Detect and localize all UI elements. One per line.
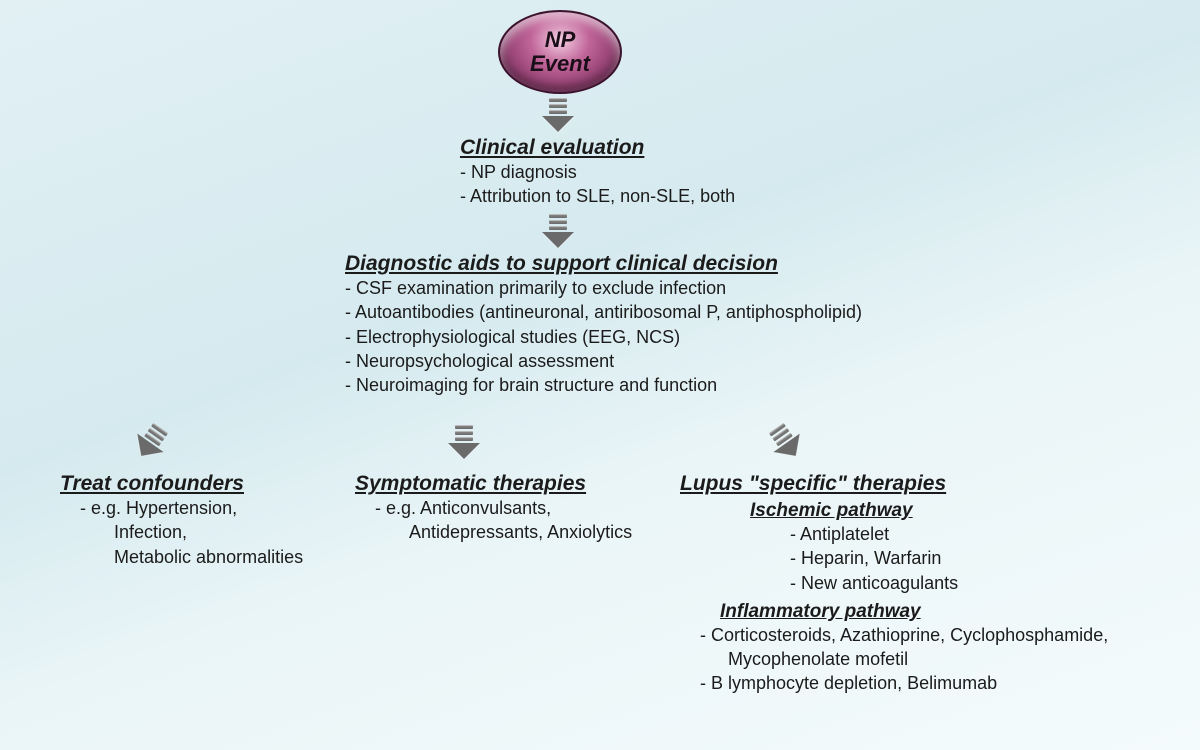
diagnostic-title: Diagnostic aids to support clinical deci… xyxy=(345,252,862,276)
clinical-item: Attribution to SLE, non-SLE, both xyxy=(460,184,735,208)
diagnostic-item: Electrophysiological studies (EEG, NCS) xyxy=(345,325,862,349)
ischemic-item: Heparin, Warfarin xyxy=(790,546,1180,570)
inflammatory-item: Mycophenolate mofetil xyxy=(700,647,1180,671)
confounders-items: e.g. Hypertension, Infection, Metabolic … xyxy=(60,496,340,569)
diagnostic-item: CSF examination primarily to exclude inf… xyxy=(345,276,862,300)
diagnostic-block: Diagnostic aids to support clinical deci… xyxy=(345,252,862,397)
ischemic-item: Antiplatelet xyxy=(790,522,1180,546)
symptomatic-block: Symptomatic therapies e.g. Anticonvulsan… xyxy=(355,472,655,545)
diagram-stage: { "type": "flowchart", "background_gradi… xyxy=(0,0,1200,750)
symptomatic-title: Symptomatic therapies xyxy=(355,472,655,496)
clinical-block: Clinical evaluation NP diagnosis Attribu… xyxy=(460,136,735,209)
arrow-diag-left-icon xyxy=(128,419,174,465)
clinical-item: NP diagnosis xyxy=(460,160,735,184)
inflammatory-item: Corticosteroids, Azathioprine, Cyclophos… xyxy=(700,623,1180,647)
arrow-diag-right-icon xyxy=(763,419,809,465)
symptomatic-items: e.g. Anticonvulsants, Antidepressants, A… xyxy=(355,496,655,545)
confounders-item: Infection, xyxy=(80,520,340,544)
symptomatic-item: e.g. Anticonvulsants, xyxy=(375,496,655,520)
ischemic-items: Antiplatelet Heparin, Warfarin New antic… xyxy=(790,522,1180,595)
ischemic-item: New anticoagulants xyxy=(790,571,1180,595)
diagnostic-item: Neuropsychological assessment xyxy=(345,349,862,373)
lupus-title: Lupus "specific" therapies xyxy=(680,472,1180,496)
inflammatory-items: Corticosteroids, Azathioprine, Cyclophos… xyxy=(700,623,1180,696)
lupus-block: Lupus "specific" therapies Ischemic path… xyxy=(680,472,1180,696)
root-label-2: Event xyxy=(530,52,590,76)
diagnostic-items: CSF examination primarily to exclude inf… xyxy=(345,276,862,397)
confounders-title: Treat confounders xyxy=(60,472,340,496)
arrow-down-icon xyxy=(448,425,480,459)
inflammatory-title: Inflammatory pathway xyxy=(720,601,1180,623)
clinical-title: Clinical evaluation xyxy=(460,136,735,160)
diagnostic-item: Neuroimaging for brain structure and fun… xyxy=(345,373,862,397)
root-label-1: NP xyxy=(545,28,576,52)
root-node: NP Event xyxy=(498,10,622,94)
inflammatory-item: B lymphocyte depletion, Belimumab xyxy=(700,671,1180,695)
confounders-block: Treat confounders e.g. Hypertension, Inf… xyxy=(60,472,340,569)
arrow-down-icon xyxy=(542,214,574,248)
arrow-down-icon xyxy=(542,98,574,132)
clinical-items: NP diagnosis Attribution to SLE, non-SLE… xyxy=(460,160,735,209)
confounders-item: Metabolic abnormalities xyxy=(80,545,340,569)
ischemic-title: Ischemic pathway xyxy=(750,500,1180,522)
diagnostic-item: Autoantibodies (antineuronal, antiriboso… xyxy=(345,300,862,324)
symptomatic-item: Antidepressants, Anxiolytics xyxy=(375,520,655,544)
confounders-item: e.g. Hypertension, xyxy=(80,496,340,520)
